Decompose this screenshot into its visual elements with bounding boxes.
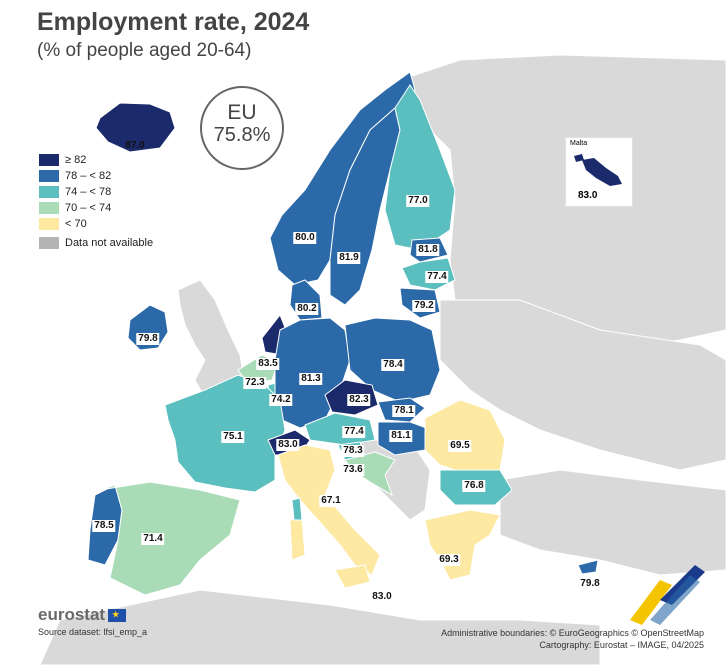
legend-label: 70 – < 74 (65, 201, 112, 214)
value-sweden: 81.9 (337, 252, 361, 264)
value-denmark: 80.2 (295, 303, 319, 315)
country-iceland (95, 102, 176, 153)
legend-swatch (39, 153, 59, 166)
country-greece (424, 509, 501, 581)
value-poland: 78.4 (381, 359, 405, 371)
country-sicily (334, 564, 371, 589)
value-italy: 67.1 (319, 495, 343, 507)
legend-item: < 70 (39, 216, 153, 231)
country-sardinia (289, 517, 306, 561)
map-subtitle: (% of people aged 20-64) (37, 40, 252, 61)
value-ireland: 79.8 (136, 333, 160, 345)
malta-inset-value: 83.0 (578, 190, 598, 201)
value-netherlands: 83.5 (256, 358, 280, 370)
belarus-ukraine-landmass (439, 299, 726, 471)
value-croatia: 73.6 (341, 464, 365, 476)
eu-average-badge: EU 75.8% (200, 86, 284, 170)
malta-inset: Malta 83.0 (565, 137, 633, 207)
value-hungary: 81.1 (389, 430, 413, 442)
eu-flag-icon: ★ (108, 608, 127, 622)
value-iceland: 87.0 (125, 140, 145, 151)
value-luxembourg: 74.2 (269, 394, 293, 406)
value-finland: 77.0 (406, 195, 430, 207)
legend-label: ≥ 82 (65, 153, 87, 166)
value-romania: 69.5 (448, 440, 472, 452)
value-cyprus: 79.8 (578, 578, 602, 590)
legend-swatch (39, 169, 59, 182)
decorative-stripes-icon (630, 565, 705, 625)
credits-line-1: Administrative boundaries: © EuroGeograp… (441, 628, 704, 638)
value-belgium: 72.3 (243, 377, 267, 389)
value-czechia: 82.3 (347, 394, 371, 406)
malta-shape (574, 154, 622, 186)
legend-label: 74 – < 78 (65, 185, 112, 198)
malta-inset-name: Malta (570, 140, 588, 147)
value-slovakia: 78.1 (392, 405, 416, 417)
map-title: Employment rate, 2024 (37, 8, 310, 36)
legend-item: 78 – < 82 (39, 168, 153, 183)
country-spain (99, 481, 241, 596)
value-slovenia: 78.3 (341, 445, 365, 457)
value-austria: 77.4 (342, 426, 366, 438)
legend-label: 78 – < 82 (65, 169, 112, 182)
country-cyprus (577, 559, 599, 575)
turkey-landmass (499, 469, 726, 576)
value-latvia: 77.4 (425, 271, 449, 283)
country-corsica (291, 497, 303, 521)
credits: Administrative boundaries: © EuroGeograp… (441, 627, 704, 651)
value-malta: 83.0 (370, 591, 394, 603)
legend-label: < 70 (65, 217, 87, 230)
country-romania (424, 399, 506, 476)
value-portugal: 78.5 (92, 520, 116, 532)
legend-item: ≥ 82 (39, 152, 153, 167)
legend-swatch (39, 201, 59, 214)
legend-swatch (39, 236, 59, 249)
value-lithuania: 79.2 (412, 300, 436, 312)
value-bulgaria: 76.8 (462, 480, 486, 492)
eu-badge-label: EU (227, 101, 257, 124)
value-greece: 69.3 (437, 554, 461, 566)
value-france: 75.1 (221, 431, 245, 443)
north-africa-landmass (39, 589, 601, 665)
credits-line-2: Cartography: Eurostat – IMAGE, 04/2025 (539, 640, 704, 650)
value-switzerland: 83.0 (276, 439, 300, 451)
country-italy (277, 444, 381, 576)
value-estonia: 81.8 (416, 244, 440, 256)
source-text: Source dataset: lfsi_emp_a (38, 627, 148, 637)
value-norway: 80.0 (293, 232, 317, 244)
legend-item: 74 – < 78 (39, 184, 153, 199)
logo-text: eurostat (38, 605, 106, 624)
legend-swatch (39, 185, 59, 198)
value-spain: 71.4 (141, 533, 165, 545)
legend-item: 70 – < 74 (39, 200, 153, 215)
eurostat-logo-icon: eurostat ★ (38, 605, 127, 625)
legend-label: Data not available (65, 236, 154, 249)
legend-item: Data not available (39, 235, 153, 250)
legend-swatch (39, 217, 59, 230)
map-legend: ≥ 82 78 – < 82 74 – < 78 70 – < 74 < 70 … (39, 152, 153, 251)
eu-badge-value: 75.8% (213, 124, 271, 146)
value-germany: 81.3 (299, 373, 323, 385)
